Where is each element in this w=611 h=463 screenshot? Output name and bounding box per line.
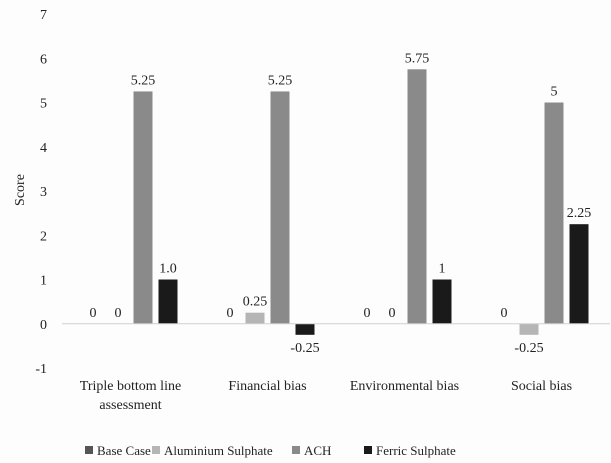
bar-2-2 (407, 69, 427, 324)
bar-2-1 (270, 91, 290, 324)
data-label: 2.25 (567, 206, 592, 221)
y-tick-label: 4 (40, 141, 47, 156)
y-tick-label: 6 (40, 52, 47, 67)
data-label: 0.25 (243, 295, 268, 310)
y-tick-label: 5 (40, 97, 47, 112)
data-label: 5.75 (405, 51, 430, 66)
y-tick-label: 7 (40, 8, 47, 23)
data-labels: 0 0 5.25 1.0 0 0.25 5.25 -0.25 0 0 5.75 1 0 -0.25 5 2.2… (90, 51, 592, 356)
category-label: Triple bottom line (80, 379, 181, 394)
data-label: -0.25 (514, 341, 543, 356)
y-axis-title-group: Score (13, 174, 28, 206)
y-axis-title: Score (13, 174, 28, 206)
legend-swatch (364, 446, 372, 454)
data-label: 0 (115, 306, 122, 321)
category-labels: Triple bottom line assessment Financial bi… (80, 379, 572, 413)
legend-label: Aluminium Sulphate (164, 443, 273, 458)
bar-3-1 (295, 323, 315, 335)
bars (83, 69, 589, 335)
bar-3-3 (569, 224, 589, 324)
bar-3-2 (432, 279, 452, 324)
data-label: 0 (364, 306, 371, 321)
legend-swatch (152, 446, 160, 454)
legend-label: Ferric Sulphate (376, 443, 456, 458)
bar-3-0 (158, 279, 178, 324)
legend-swatch (85, 446, 93, 454)
bar-1-1 (245, 312, 265, 324)
legend: Base Case Aluminium Sulphate ACH Ferric Sul… (85, 443, 456, 458)
category-label: assessment (99, 398, 161, 413)
data-label: 5.25 (268, 73, 293, 88)
y-tick-label: -1 (35, 362, 47, 377)
category-label: Environmental bias (350, 379, 459, 394)
category-label: Social bias (511, 379, 572, 394)
legend-swatch (292, 446, 300, 454)
y-tick-label: 1 (40, 274, 47, 289)
data-label: 0 (389, 306, 396, 321)
category-label: Financial bias (228, 379, 306, 394)
bar-1-3 (519, 323, 539, 335)
y-tick-label: 0 (40, 318, 47, 333)
y-tick-label: 3 (40, 185, 47, 200)
data-label: 0 (227, 306, 234, 321)
data-label: 1.0 (159, 262, 177, 277)
y-axis-tick-labels: -1 0 1 2 3 4 5 6 7 (35, 8, 47, 377)
legend-label: ACH (304, 443, 331, 458)
data-label: -0.25 (290, 341, 319, 356)
data-label: 5 (551, 85, 558, 100)
bar-2-3 (544, 102, 564, 324)
y-tick-label: 2 (40, 229, 47, 244)
data-label: 0 (90, 306, 97, 321)
data-label: 0 (501, 306, 508, 321)
bar-2-0 (133, 91, 153, 324)
legend-label: Base Case (97, 443, 151, 458)
data-label: 1 (439, 262, 446, 277)
data-label: 5.25 (131, 73, 156, 88)
